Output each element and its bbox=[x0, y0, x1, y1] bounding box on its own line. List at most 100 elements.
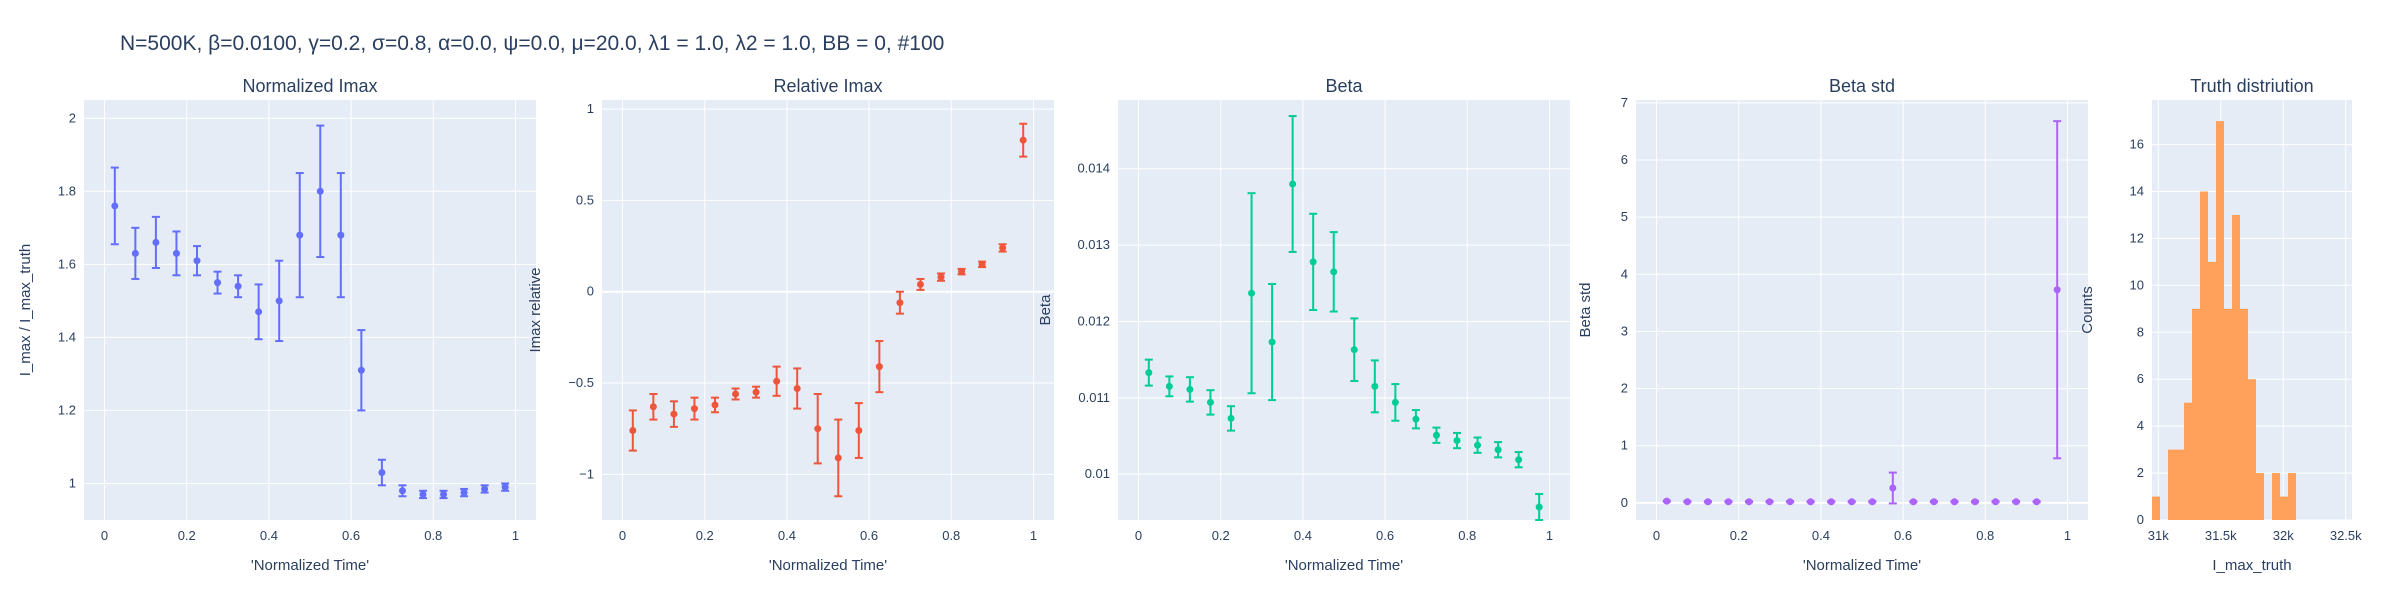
data-point[interactable] bbox=[1515, 456, 1523, 464]
data-point[interactable] bbox=[460, 489, 468, 497]
data-point[interactable] bbox=[1971, 498, 1979, 506]
data-point[interactable] bbox=[1704, 498, 1712, 506]
data-point[interactable] bbox=[937, 273, 945, 281]
data-point[interactable] bbox=[1391, 398, 1399, 406]
data-point[interactable] bbox=[1309, 258, 1317, 266]
data-point[interactable] bbox=[1807, 498, 1815, 506]
data-point[interactable] bbox=[1889, 484, 1897, 492]
histogram-bar[interactable] bbox=[2168, 449, 2176, 520]
histogram-bar[interactable] bbox=[2192, 308, 2200, 520]
data-point[interactable] bbox=[337, 231, 345, 239]
data-point[interactable] bbox=[1663, 497, 1671, 505]
data-point[interactable] bbox=[1724, 498, 1732, 506]
data-point[interactable] bbox=[152, 238, 160, 246]
data-point[interactable] bbox=[896, 299, 904, 307]
data-point[interactable] bbox=[752, 388, 760, 396]
data-point[interactable] bbox=[1412, 415, 1420, 423]
histogram-bar[interactable] bbox=[2280, 496, 2288, 520]
histogram-bar[interactable] bbox=[2272, 473, 2280, 520]
data-point[interactable] bbox=[234, 282, 242, 290]
data-point[interactable] bbox=[1848, 498, 1856, 506]
data-point[interactable] bbox=[1289, 180, 1297, 188]
data-point[interactable] bbox=[1453, 437, 1461, 445]
data-point[interactable] bbox=[481, 485, 489, 493]
data-point[interactable] bbox=[193, 257, 201, 265]
histogram-bar[interactable] bbox=[2248, 379, 2256, 520]
data-point[interactable] bbox=[1827, 498, 1835, 506]
data-point[interactable] bbox=[670, 410, 678, 418]
data-point[interactable] bbox=[1745, 498, 1753, 506]
data-point[interactable] bbox=[1371, 382, 1379, 390]
histogram-bar[interactable] bbox=[2288, 473, 2296, 520]
data-point[interactable] bbox=[1248, 289, 1256, 297]
histogram-bar[interactable] bbox=[2256, 473, 2264, 520]
data-point[interactable] bbox=[958, 268, 966, 276]
data-point[interactable] bbox=[916, 280, 924, 288]
data-point[interactable] bbox=[711, 401, 719, 409]
data-point[interactable] bbox=[834, 454, 842, 462]
data-point[interactable] bbox=[1868, 498, 1876, 506]
data-point[interactable] bbox=[1330, 268, 1338, 276]
data-point[interactable] bbox=[316, 187, 324, 195]
data-point[interactable] bbox=[1186, 385, 1194, 393]
data-point[interactable] bbox=[1494, 446, 1502, 454]
data-point[interactable] bbox=[855, 427, 863, 435]
data-point[interactable] bbox=[214, 279, 222, 287]
data-point[interactable] bbox=[172, 249, 180, 257]
data-point[interactable] bbox=[1165, 382, 1173, 390]
data-point[interactable] bbox=[1950, 498, 1958, 506]
histogram-bar[interactable] bbox=[2232, 214, 2240, 521]
x-tick-label: 0 bbox=[1653, 528, 1660, 543]
data-point[interactable] bbox=[814, 425, 822, 433]
data-point[interactable] bbox=[2012, 498, 2020, 506]
data-point[interactable] bbox=[440, 490, 448, 498]
data-point[interactable] bbox=[875, 363, 883, 371]
data-point[interactable] bbox=[1992, 498, 2000, 506]
data-point[interactable] bbox=[1432, 431, 1440, 439]
data-point[interactable] bbox=[1683, 498, 1691, 506]
data-point[interactable] bbox=[732, 390, 740, 398]
data-point[interactable] bbox=[131, 249, 139, 257]
data-point[interactable] bbox=[378, 469, 386, 477]
plot-area-2 bbox=[1118, 100, 1570, 520]
data-point[interactable] bbox=[1145, 369, 1153, 377]
data-point[interactable] bbox=[111, 202, 119, 210]
histogram-bar[interactable] bbox=[2200, 191, 2208, 521]
data-point[interactable] bbox=[999, 244, 1007, 252]
data-point[interactable] bbox=[1350, 346, 1358, 354]
data-point[interactable] bbox=[1535, 503, 1543, 511]
data-point[interactable] bbox=[629, 427, 637, 435]
x-tick-label: 0 bbox=[101, 528, 108, 543]
data-point[interactable] bbox=[2033, 498, 2041, 506]
data-point[interactable] bbox=[793, 385, 801, 393]
data-point[interactable] bbox=[1227, 414, 1235, 422]
histogram-bar[interactable] bbox=[2216, 121, 2224, 521]
histogram-bar[interactable] bbox=[2224, 308, 2232, 520]
data-point[interactable] bbox=[357, 366, 365, 374]
data-point[interactable] bbox=[773, 377, 781, 385]
data-point[interactable] bbox=[1206, 398, 1214, 406]
data-point[interactable] bbox=[978, 260, 986, 268]
histogram-bar[interactable] bbox=[2152, 496, 2160, 520]
data-point[interactable] bbox=[419, 490, 427, 498]
data-point[interactable] bbox=[1930, 498, 1938, 506]
data-point[interactable] bbox=[296, 231, 304, 239]
data-point[interactable] bbox=[275, 297, 283, 305]
data-point[interactable] bbox=[398, 487, 406, 495]
data-point[interactable] bbox=[1019, 136, 1027, 144]
histogram-bar[interactable] bbox=[2184, 402, 2192, 520]
histogram-bar[interactable] bbox=[2176, 449, 2184, 520]
data-point[interactable] bbox=[1786, 498, 1794, 506]
data-point[interactable] bbox=[649, 403, 657, 411]
data-point[interactable] bbox=[2053, 286, 2061, 294]
data-point[interactable] bbox=[690, 405, 698, 413]
data-point[interactable] bbox=[1766, 498, 1774, 506]
data-point[interactable] bbox=[255, 308, 263, 316]
histogram-bar[interactable] bbox=[2208, 261, 2216, 520]
data-point[interactable] bbox=[1268, 338, 1276, 346]
data-point[interactable] bbox=[1909, 498, 1917, 506]
data-point[interactable] bbox=[501, 483, 509, 491]
x-tick-label: 0.6 bbox=[860, 528, 878, 543]
data-point[interactable] bbox=[1474, 441, 1482, 449]
histogram-bar[interactable] bbox=[2240, 308, 2248, 520]
